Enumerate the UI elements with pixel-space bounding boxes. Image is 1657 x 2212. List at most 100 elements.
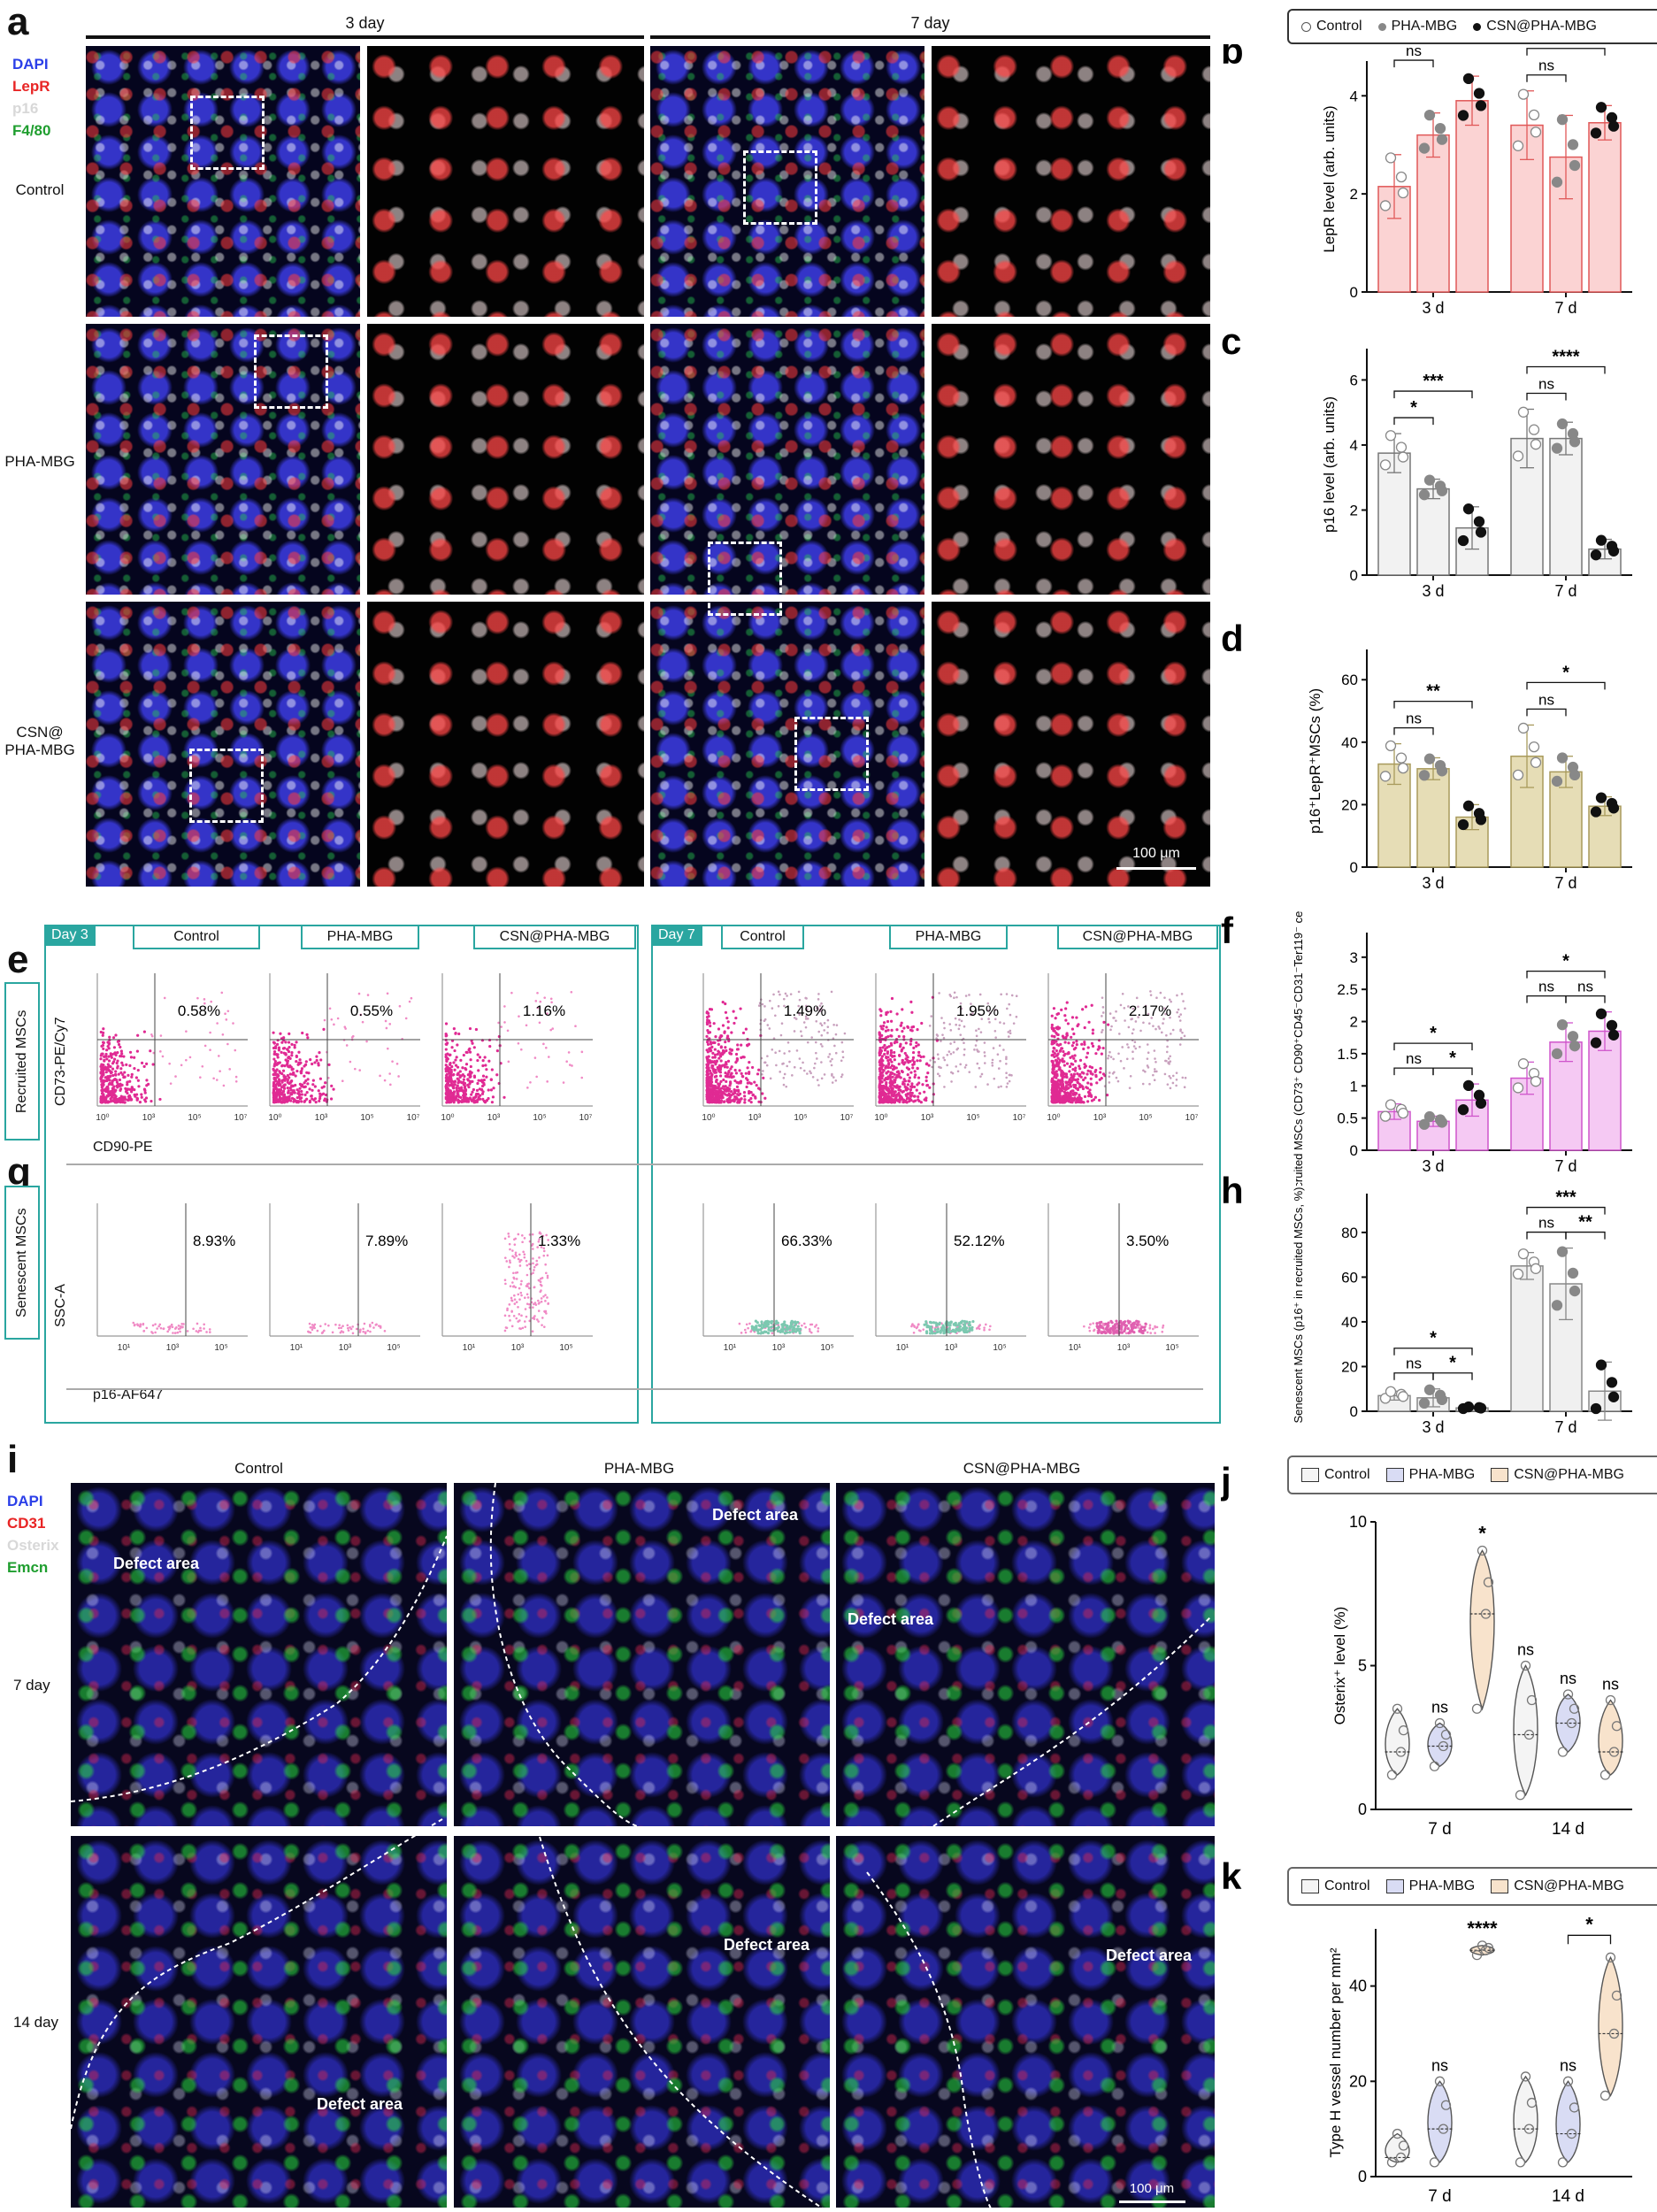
flow-event	[330, 1084, 334, 1087]
flow-event	[297, 1089, 301, 1094]
sig-label: ns	[1406, 44, 1422, 59]
flow-event	[456, 1071, 460, 1075]
flow-event	[993, 1077, 996, 1080]
flow-event	[963, 1041, 965, 1045]
flow-event	[878, 1084, 883, 1087]
legend-item-control: Control	[1301, 1878, 1370, 1894]
sig-bracket	[1393, 726, 1434, 735]
flow-event	[491, 1095, 495, 1099]
flow-event	[526, 1285, 529, 1288]
sig-label: *	[1430, 1024, 1437, 1043]
flow-event	[1053, 1079, 1057, 1084]
flow-event	[284, 1052, 288, 1056]
flow-event	[1155, 1060, 1157, 1064]
flow-event	[915, 1088, 918, 1092]
flow-event	[357, 992, 361, 995]
flow-event	[1171, 1074, 1175, 1078]
flow-event	[763, 1321, 767, 1325]
flow-event	[906, 1087, 909, 1091]
flow-event	[818, 1004, 822, 1008]
flow-event	[1154, 1325, 1156, 1328]
sig-bracket	[1526, 681, 1606, 690]
sig-bracket	[1393, 59, 1434, 68]
data-point	[1523, 1729, 1535, 1740]
flow-event	[921, 1083, 924, 1087]
flow-event	[523, 1253, 526, 1256]
flow-event	[1070, 1062, 1073, 1065]
flow-event	[100, 1092, 104, 1095]
data-point	[1379, 459, 1392, 471]
data-point	[1385, 1386, 1397, 1397]
day3-tag: Day 3	[44, 925, 96, 946]
flow-event	[722, 1087, 726, 1091]
flow-event	[177, 1325, 180, 1327]
flow-event	[1116, 1079, 1120, 1083]
flow-event	[538, 1021, 541, 1025]
flow-event	[955, 1048, 958, 1051]
flow-event	[753, 1080, 756, 1084]
flow-event	[316, 1329, 319, 1333]
legend-item-pha: PHA-MBG	[1377, 19, 1457, 35]
col-header-csn: CSN@PHA-MBG	[963, 1460, 1081, 1477]
flow-event	[226, 1042, 229, 1046]
flow-event	[1181, 1031, 1184, 1034]
flow-event	[195, 1330, 198, 1333]
flow-event	[113, 1057, 117, 1061]
flow-event	[1062, 1064, 1066, 1067]
flow-event	[1063, 1014, 1067, 1018]
data-point	[1590, 1402, 1602, 1415]
flow-event	[1130, 1018, 1132, 1021]
flow-event	[168, 1326, 172, 1330]
flow-event	[1067, 1041, 1070, 1045]
flow-event	[176, 1331, 180, 1334]
flow-tick-label: 10³	[142, 1113, 156, 1123]
flow-event	[1146, 1057, 1149, 1060]
y-tick-label: 80	[1341, 1225, 1358, 1241]
flow-event	[474, 1027, 479, 1032]
data-point	[1607, 545, 1620, 557]
flow-event	[1058, 1099, 1062, 1102]
y-tick-label: 1	[1350, 1078, 1358, 1094]
flow-event	[1061, 1079, 1064, 1084]
flow-event	[883, 1052, 886, 1056]
flow-event	[102, 1083, 105, 1087]
flow-event	[446, 1092, 449, 1095]
flow-event	[1127, 1046, 1130, 1048]
flow-event	[885, 1010, 888, 1015]
col-bar-3day	[86, 35, 644, 39]
flow-event	[740, 1097, 743, 1101]
flow-event	[1155, 1027, 1157, 1031]
flow-event	[1147, 1022, 1151, 1025]
flow-event	[817, 1330, 819, 1333]
flow-event	[126, 1098, 129, 1102]
data-point	[1556, 418, 1569, 430]
flow-event	[748, 1099, 751, 1102]
flow-event	[513, 1298, 517, 1301]
flow-event	[718, 1036, 722, 1040]
flow-event	[1146, 1043, 1149, 1046]
flow-event	[1158, 1027, 1162, 1030]
flow-event	[508, 1242, 511, 1246]
flow-event	[108, 1035, 111, 1039]
flow-event	[727, 1039, 731, 1043]
data-point	[1379, 200, 1392, 211]
flow-tick-label: 10³	[1117, 1343, 1131, 1353]
flow-event	[318, 1051, 321, 1055]
flow-event	[1096, 1331, 1100, 1334]
flow-event	[311, 1079, 315, 1082]
flow-event	[221, 1033, 225, 1036]
flow-event	[283, 1064, 287, 1068]
flow-event	[744, 1027, 748, 1031]
flow-event	[715, 1099, 718, 1102]
flow-event	[840, 1059, 843, 1063]
flow-event	[1141, 1329, 1145, 1333]
flow-event	[729, 1080, 733, 1084]
flow-event	[891, 1075, 894, 1079]
data-point	[1395, 171, 1408, 183]
flow-event	[395, 1062, 399, 1065]
data-point	[1530, 439, 1542, 450]
flow-event	[482, 1099, 486, 1103]
flow-event	[779, 993, 781, 996]
flow-event	[919, 1101, 923, 1104]
flow-event	[708, 1008, 712, 1011]
